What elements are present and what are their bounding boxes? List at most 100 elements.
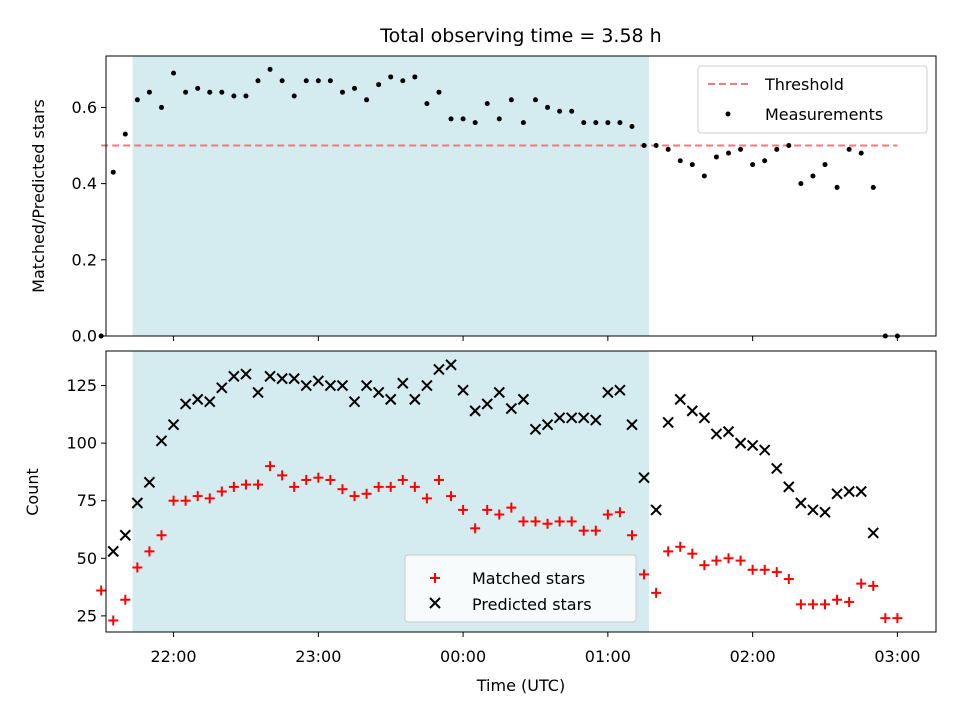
matched-star-point	[820, 599, 831, 610]
matched-star-point	[301, 474, 312, 485]
bottom-y-tick-label: 75	[77, 491, 97, 510]
predicted-star-point	[288, 372, 300, 385]
matched-star-point	[578, 525, 589, 536]
matched-stars-points	[96, 461, 903, 626]
predicted-x-stroke-b	[819, 506, 831, 518]
predicted-star-point	[553, 412, 566, 424]
predicted-star-point	[614, 384, 626, 396]
measurement-point	[665, 146, 671, 152]
legend-predicted-swatch	[429, 597, 441, 609]
matched-star-point	[892, 613, 903, 624]
matched-star-point	[759, 564, 770, 575]
predicted-star-point	[783, 481, 795, 493]
predicted-star-point	[710, 428, 723, 440]
matched-star-point	[494, 509, 505, 520]
ratio-panel: Total observing time = 3.58 h 0.00.20.40…	[29, 25, 937, 346]
measurement-point	[701, 173, 707, 179]
measurement-point	[243, 93, 249, 99]
bottom-x-tick-label: 00:00	[440, 647, 486, 666]
matched-star-point	[868, 580, 879, 591]
measurement-point	[267, 66, 273, 72]
predicted-star-point	[843, 485, 855, 498]
measurement-point	[122, 131, 128, 137]
predicted-x-stroke-b	[662, 416, 674, 429]
measurement-point	[846, 146, 852, 152]
predicted-x-stroke-b	[831, 488, 843, 500]
matched-star-point	[433, 474, 444, 485]
matched-star-point	[651, 587, 662, 598]
matched-star-point	[216, 486, 227, 497]
legend-measurements-swatch	[725, 111, 731, 117]
measurement-point	[689, 162, 695, 168]
matched-star-point	[844, 597, 855, 608]
matched-star-point	[397, 474, 408, 485]
top-y-ticks: 0.0 0.2 0.4 0.6	[72, 98, 106, 346]
measurement-point	[569, 108, 575, 114]
matched-star-point	[421, 493, 432, 504]
predicted-x-stroke-b	[698, 412, 711, 424]
matched-star-point	[277, 470, 288, 481]
top-axes-frame	[105, 55, 937, 337]
predicted-x-stroke-b	[614, 384, 626, 396]
predicted-star-point	[650, 504, 662, 516]
legend-matched-label: Matched stars	[472, 569, 585, 588]
predicted-star-point	[469, 405, 481, 417]
measurement-point	[388, 74, 394, 80]
legend-matched-swatch	[430, 573, 440, 583]
predicted-x-stroke-b	[312, 375, 325, 387]
matched-star-point	[554, 516, 565, 527]
measurement-point	[810, 173, 816, 179]
measurement-point	[798, 181, 804, 187]
predicted-star-point	[167, 418, 180, 431]
count-panel: 25 50 75 100 125 22:00 23:00 00:00 01:00 02:00 03…	[23, 350, 937, 695]
predicted-x-stroke-b	[505, 402, 518, 415]
matched-star-point	[289, 481, 300, 492]
bottom-legend-box	[404, 554, 637, 623]
measurement-point	[279, 78, 285, 84]
bottom-x-tick-label: 22:00	[151, 647, 197, 666]
matched-star-point	[192, 491, 203, 502]
measurement-point	[858, 150, 864, 156]
predicted-x-stroke-b	[795, 497, 807, 509]
predicted-x-stroke-b	[783, 481, 795, 493]
predicted-x-stroke-b	[855, 485, 867, 498]
predicted-x-stroke-b	[409, 393, 421, 406]
measurement-point	[605, 120, 611, 126]
measurement-point	[412, 74, 418, 80]
predicted-star-point	[348, 395, 361, 408]
predicted-x-stroke-b	[541, 418, 554, 431]
predicted-x-stroke-b	[324, 379, 337, 392]
predicted-x-stroke-b	[722, 425, 735, 438]
predicted-star-point	[240, 368, 252, 380]
top-legend: Threshold Measurements	[697, 65, 928, 134]
predicted-star-point	[179, 398, 192, 410]
predicted-x-stroke-b	[746, 439, 759, 452]
measurement-point	[315, 78, 321, 84]
predicted-star-point	[445, 359, 457, 371]
matched-star-point	[240, 479, 251, 490]
predicted-star-point	[409, 393, 421, 406]
predicted-x-stroke-b	[167, 418, 180, 431]
matched-star-point	[253, 479, 264, 490]
predicted-star-point	[300, 379, 312, 392]
measurement-point	[653, 143, 659, 149]
matched-star-point	[856, 578, 867, 589]
measurement-point	[762, 158, 768, 164]
matched-star-point	[639, 569, 650, 580]
legend-measurements-label: Measurements	[765, 105, 883, 124]
matched-star-point	[530, 516, 541, 527]
predicted-x-stroke-b	[252, 386, 264, 399]
predicted-x-stroke-b	[179, 398, 192, 410]
matched-star-point	[518, 516, 529, 527]
matched-star-point	[349, 491, 360, 502]
predicted-star-point	[264, 370, 276, 383]
matched-star-point	[313, 472, 324, 483]
predicted-x-stroke-b	[372, 386, 385, 399]
predicted-x-stroke-b	[602, 386, 614, 399]
matched-star-point	[711, 555, 722, 566]
measurement-point	[364, 97, 370, 103]
measurement-point	[545, 104, 551, 110]
predicted-star-point	[457, 384, 469, 396]
predicted-star-point	[602, 386, 614, 399]
